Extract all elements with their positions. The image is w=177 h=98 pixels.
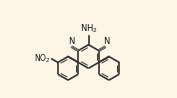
Text: N: N [103, 37, 109, 46]
Text: N: N [68, 37, 74, 46]
Text: NH$_2$: NH$_2$ [80, 23, 97, 35]
Text: NO$_2$: NO$_2$ [34, 52, 51, 65]
